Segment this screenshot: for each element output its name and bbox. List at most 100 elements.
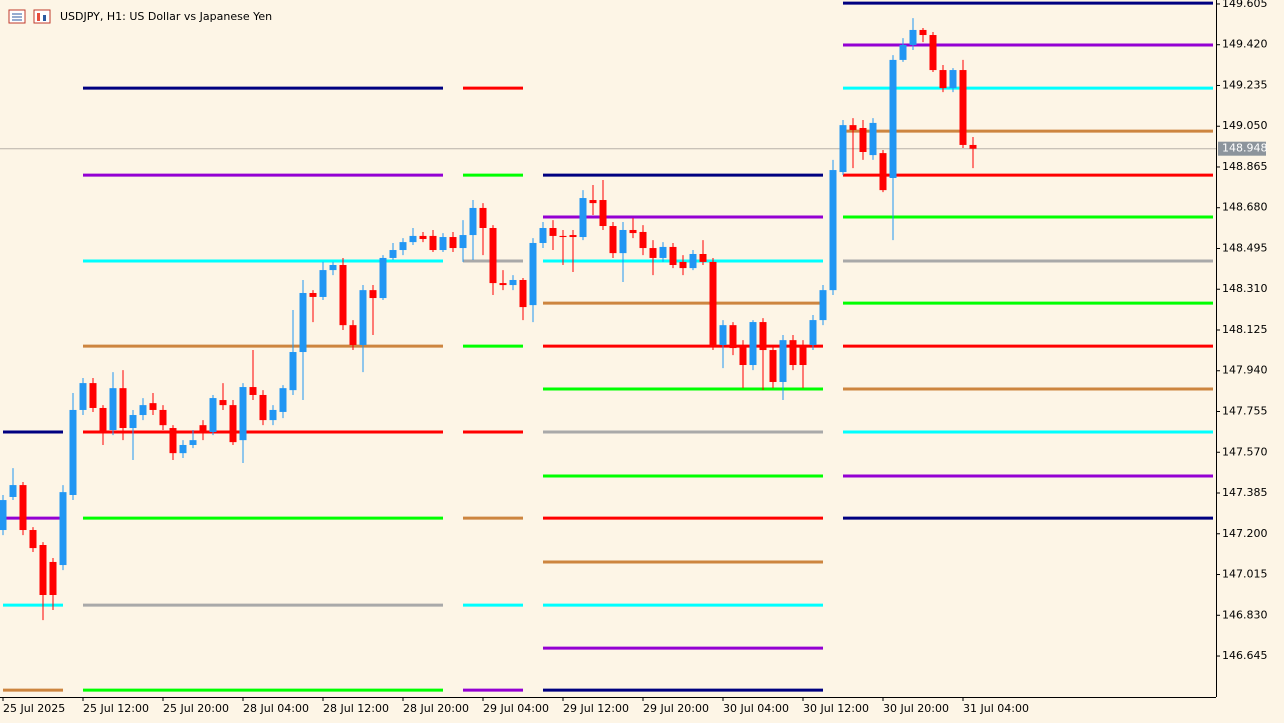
candle-body <box>619 229 627 254</box>
candle-body <box>679 261 687 269</box>
candle-body <box>169 428 177 454</box>
x-tick-label: 31 Jul 04:00 <box>963 702 1029 715</box>
candle-body <box>269 409 277 421</box>
candle-body <box>969 144 977 149</box>
candle-body <box>249 387 257 395</box>
x-tick-label: 25 Jul 20:00 <box>163 702 229 715</box>
last-price-tag <box>1218 141 1266 156</box>
candle-body <box>949 70 957 89</box>
candle-body <box>589 200 597 204</box>
x-tick-label: 29 Jul 04:00 <box>483 702 549 715</box>
candle-body <box>569 235 577 238</box>
candle-body <box>29 530 37 549</box>
candle-body <box>359 290 367 345</box>
candle-body <box>889 59 897 178</box>
candle-body <box>349 325 357 345</box>
levels <box>0 1 1216 692</box>
candle-body <box>0 500 7 531</box>
y-tick-label: 147.570 <box>1222 445 1268 458</box>
candle-body <box>289 352 297 391</box>
candle-body <box>709 261 717 345</box>
candle-body <box>739 344 747 366</box>
candle-body <box>459 235 467 249</box>
candle-body <box>199 425 207 432</box>
candle-body <box>489 228 497 284</box>
candle-body <box>309 292 317 297</box>
x-tick-label: 30 Jul 20:00 <box>883 702 949 715</box>
candle-body <box>959 70 967 145</box>
candle-body <box>319 270 327 297</box>
y-tick-label: 147.015 <box>1222 568 1268 581</box>
candle-body <box>189 440 197 445</box>
candle-body <box>379 257 387 299</box>
chart-title: USDJPY, H1: US Dollar vs Japanese Yen <box>60 10 272 23</box>
candle-body <box>499 283 507 286</box>
candle-body <box>419 235 427 240</box>
x-tick-label: 28 Jul 12:00 <box>323 702 389 715</box>
candle-body <box>139 405 147 416</box>
candle-body <box>579 198 587 238</box>
x-tick-label: 30 Jul 12:00 <box>803 702 869 715</box>
candle-body <box>229 405 237 443</box>
candle-body <box>849 125 857 130</box>
candle-body <box>89 383 97 408</box>
icon <box>33 9 51 24</box>
candle-body <box>449 237 457 249</box>
y-tick-label: 147.385 <box>1222 486 1268 499</box>
candle-body <box>629 229 637 234</box>
candle-body <box>659 246 667 258</box>
candle-body <box>609 226 617 254</box>
y-tick-label: 148.495 <box>1222 241 1268 254</box>
candle-body <box>529 242 537 306</box>
candle-body <box>599 200 607 227</box>
x-tick-label: 28 Jul 04:00 <box>243 702 309 715</box>
candle-body <box>819 290 827 321</box>
candle-body <box>219 400 227 406</box>
y-tick-label: 149.605 <box>1222 0 1268 10</box>
candle-body <box>769 350 777 382</box>
y-tick-label: 147.940 <box>1222 364 1268 377</box>
candle-body <box>729 325 737 349</box>
candle-body <box>209 398 217 432</box>
x-tick-label: 28 Jul 20:00 <box>403 702 469 715</box>
candle-body <box>119 388 127 429</box>
y-tick-label: 148.125 <box>1222 323 1268 336</box>
candles <box>0 18 977 621</box>
y-tick-label: 147.200 <box>1222 527 1268 540</box>
candle-body <box>129 415 137 429</box>
candle-body <box>9 485 17 497</box>
candle-body <box>409 235 417 243</box>
candle-body <box>859 127 867 153</box>
candle-body <box>149 403 157 410</box>
candle-body <box>509 279 517 286</box>
y-tick-label: 149.050 <box>1222 119 1268 132</box>
y-tick-label: 148.865 <box>1222 160 1268 173</box>
candle-body <box>809 320 817 345</box>
y-tick-label: 146.830 <box>1222 608 1268 621</box>
candle-body <box>329 265 337 271</box>
candle-body <box>879 153 887 191</box>
symbol-icons <box>8 9 51 24</box>
candle-body <box>399 242 407 251</box>
candle-body <box>19 485 27 531</box>
candle-body <box>179 444 187 454</box>
candle-body <box>279 388 287 412</box>
candle-body <box>689 253 697 269</box>
candle-body <box>239 387 247 441</box>
candle-body <box>439 237 447 251</box>
candle-body <box>899 44 907 60</box>
candle-body <box>559 235 567 238</box>
candle-body <box>109 388 117 431</box>
y-tick-label: 147.755 <box>1222 405 1268 418</box>
candle-body <box>829 170 837 291</box>
candle-body <box>909 29 917 45</box>
candle-body <box>99 407 107 432</box>
candle-body <box>749 322 757 366</box>
candle-body <box>649 248 657 258</box>
candle-body <box>79 383 87 410</box>
y-tick-label: 148.680 <box>1222 201 1268 214</box>
candle-body <box>369 290 377 299</box>
candle-body <box>49 561 57 596</box>
